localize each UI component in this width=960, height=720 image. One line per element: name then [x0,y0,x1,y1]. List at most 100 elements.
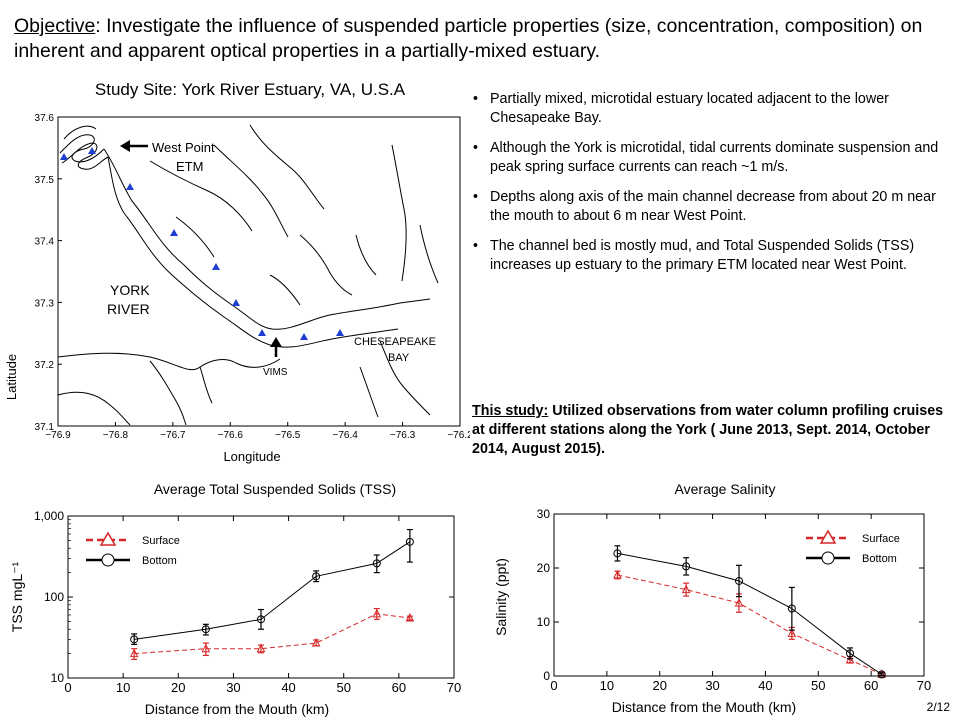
data-point-bottom [787,604,796,613]
study-label: This study: [472,403,549,419]
legend-marker [821,551,835,565]
tss-y-ticks: 10 100 1,000 [34,509,454,685]
station-marker [258,329,266,336]
station-marker [300,333,308,340]
series-line-surface [617,574,882,675]
salinity-legend: Surface Bottom [806,529,900,565]
data-point-bottom [405,537,414,546]
york-label: YORK [110,282,150,298]
objective-text: Objective: Investigate the influence of … [14,14,954,64]
series-line-bottom [134,541,411,640]
y-tick-label: 1,000 [34,509,64,523]
objective-body: : Investigate the influence of suspended… [14,15,923,62]
data-point-bottom [613,549,622,558]
salinity-chart: 0 10 20 30 40 50 60 70 0 10 20 30 Surface Bottom Di… [493,507,931,715]
tss-x-label: Distance from the Mouth (km) [145,701,329,717]
x-tick-label: 40 [758,678,772,693]
data-point-bottom [312,572,321,581]
station-marker [170,229,178,236]
map-x-tick-label: −76.5 [275,430,301,441]
map-y-tick-label: 37.2 [35,360,55,371]
tss-legend: Surface Bottom [86,531,180,567]
study-site-map: −76.9 −76.8 −76.7 −76.6 −76.5 −76.4 −76.3 −76.2… [4,113,470,464]
data-point-surface [681,584,691,594]
bullet-item: The channel bed is mostly mud, and Total… [470,237,950,275]
station-marker [126,183,134,190]
west-point-arrowhead [120,140,130,152]
x-tick-label: 10 [600,678,614,693]
bay-label: BAY [388,352,410,364]
map-y-tick-label: 37.6 [35,113,55,124]
station-markers [60,147,344,340]
map-y-ticks: 37.6 37.5 37.4 37.3 37.2 37.1 [35,113,62,433]
x-tick-label: 60 [392,680,406,695]
x-tick-label: 70 [917,678,931,693]
map-x-tick-label: −76.9 [45,430,71,441]
data-point-bottom [372,559,381,568]
legend-marker [99,531,117,546]
map-y-tick-label: 37.4 [35,237,55,248]
map-x-ticks: −76.9 −76.8 −76.7 −76.6 −76.5 −76.4 −76.3 −76.2 [45,422,470,441]
objective-label: Objective [14,15,96,37]
map-x-tick-label: −76.6 [218,430,244,441]
data-point-surface [311,637,321,647]
map-x-tick-label: −76.2 [447,430,470,441]
data-point-bottom [130,635,139,644]
x-tick-label: 60 [864,678,878,693]
tss-chart-title: Average Total Suspended Solids (TSS) [153,481,397,497]
legend-label: Bottom [142,555,177,567]
y-tick-label: 10 [51,671,65,685]
data-point-surface [405,612,415,622]
salinity-series [613,545,887,679]
y-tick-label: 0 [543,669,550,683]
x-tick-label: 30 [226,680,240,695]
vims-label: VIMS [263,367,288,378]
legend-label: Surface [142,535,180,547]
salinity-y-label: Salinity (ppt) [493,558,509,636]
legend-label: Surface [862,533,900,545]
data-point-surface [129,648,139,658]
salinity-plot-frame [553,513,925,677]
x-tick-label: 20 [652,678,666,693]
data-point-surface [201,643,211,653]
x-tick-label: 30 [705,678,719,693]
x-tick-label: 40 [281,680,295,695]
y-tick-label: 10 [537,615,551,629]
bullet-item: Depths along axis of the main channel de… [470,188,950,226]
bullet-list: Partially mixed, microtidal estuary loca… [470,90,950,286]
data-point-bottom [877,670,886,679]
salinity-y-ticks: 0 10 20 30 [537,507,924,683]
x-tick-label: 10 [116,680,130,695]
data-point-bottom [846,649,854,658]
data-point-surface [256,643,266,653]
x-tick-label: 50 [336,680,350,695]
river-label: RIVER [107,301,150,317]
west-point-label: West Point [152,140,215,155]
salinity-x-label: Distance from the Mouth (km) [612,699,796,715]
chesapeake-label: CHESEAPEAKE [354,336,436,348]
data-point-bottom [682,562,691,571]
y-tick-label: 100 [44,590,64,604]
map-x-tick-label: −76.3 [390,430,416,441]
map-x-tick-label: −76.4 [332,430,358,441]
data-point-surface [787,628,797,637]
salinity-chart-title: Average Salinity [674,481,776,497]
series-line-surface [134,613,410,655]
data-point-surface [613,569,622,579]
salinity-x-ticks: 0 10 20 30 40 50 60 70 [550,514,931,693]
map-frame [57,116,461,427]
vims-arrowhead [270,337,282,347]
legend-marker [101,553,115,567]
coastline [57,124,439,426]
data-point-bottom [201,625,210,634]
map-x-label: Longitude [223,449,280,464]
x-tick-label: 20 [171,680,185,695]
map-y-label: Latitude [4,354,19,400]
map-y-tick-label: 37.1 [35,422,55,433]
study-body: Utilized observations from water column … [472,403,944,457]
x-tick-label: 50 [811,678,825,693]
data-point-surface [734,597,744,607]
y-tick-label: 30 [537,507,551,521]
station-marker [88,147,96,154]
